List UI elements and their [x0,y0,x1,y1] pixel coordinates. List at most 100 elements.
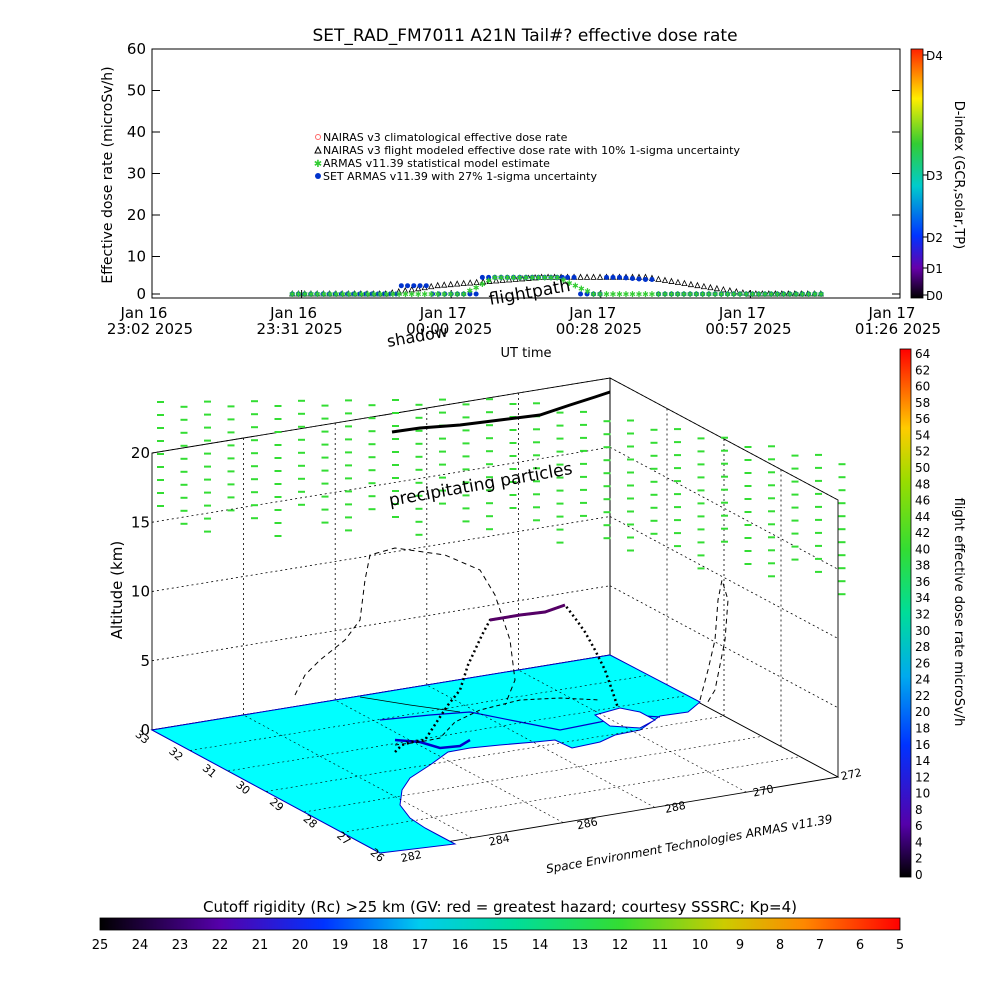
top-x-tick-label-time: 00:57 2025 [705,320,791,338]
grid-altitude-right [609,377,839,501]
stat-point: ✱ [662,290,669,299]
state-border [359,696,461,713]
stat-point: ✱ [712,290,719,299]
stat-point: ✱ [402,290,409,299]
armas-point [498,274,504,280]
stat-point: ✱ [584,287,591,296]
stat-point: ✱ [535,273,542,282]
dose-colorbar-tick-label: 54 [915,428,930,442]
dose-colorbar-tick-label: 20 [915,705,930,719]
armas-point [473,291,479,297]
altitude-ticks: 0 5 10 15 20 [131,444,150,739]
top-x-tick-label-day: Jan 17 [568,304,616,322]
rigidity-tick-label: 6 [856,938,864,953]
dose-colorbar-tick-label: 6 [915,819,923,833]
stat-point: ✱ [473,283,480,292]
armas-point [571,274,577,280]
stat-point: ✱ [364,290,371,299]
stat-point: ✱ [793,290,800,299]
stat-point: ✱ [434,290,441,299]
longitude-tick-label: 270 [752,782,775,799]
dose-colorbar-tick-label: 26 [915,656,930,670]
stat-point: ✱ [498,273,505,282]
dose-colorbar-tick-label: 10 [915,787,930,801]
top-x-axis-label: UT time [501,346,552,361]
stat-point: ✱ [523,273,530,282]
floor-grid-line [335,699,564,823]
nairas-point [713,284,721,292]
dindex-tick-label: D3 [926,169,943,183]
stat-point: ✱ [516,273,523,282]
top-x-tick-label-day: Jan 17 [868,304,916,322]
dose-colorbar-tick-label: 22 [915,689,930,703]
top-y-tick-label: 50 [127,82,146,100]
stat-point: ✱ [295,290,302,299]
top-y-tick-label: 30 [127,165,146,183]
dindex-tick-label: D4 [926,49,943,63]
rigidity-tick-label: 10 [692,938,709,953]
armas-point [762,291,768,297]
floor-grid-line [341,756,801,833]
stat-point: ✱ [548,273,555,282]
stat-point: ✱ [491,273,498,282]
dose-colorbar-label: flight effective dose rate microSv/h [951,498,966,727]
stat-point: ✱ [724,290,731,299]
armas-point [818,291,824,297]
nairas-point [694,281,701,289]
top-y-axis-label: Effective dose rate (microSv/h) [100,66,116,283]
dose-colorbar-tick-label: 36 [915,575,930,589]
top-x-tick-label-time: 00:28 2025 [556,320,642,338]
floor-grid-line [518,669,747,793]
nairas-point [441,281,448,288]
label-precipitating-particles: precipitating particles [387,459,574,511]
armas-point [812,291,818,297]
dindex-ticks: D4 D3 D2 D1 D0 [923,49,943,303]
ocean-area [150,654,701,854]
rigidity-tick-label: 7 [816,938,824,953]
armas-point [467,291,473,297]
armas-point [351,291,357,297]
legend-label: ARMAS v11.39 statistical model estimate [323,157,550,170]
stat-point: ✱ [768,290,775,299]
nairas-point [492,277,500,284]
armas-point [548,274,554,280]
dose-colorbar-tick-label: 18 [915,721,930,735]
dose-colorbar-tick-label: 24 [915,673,930,687]
armas-point [768,291,774,297]
grid-lines [151,377,839,747]
armas-point [793,291,799,297]
stat-point: ✱ [333,290,340,299]
stat-point: ✱ [699,290,706,299]
nairas-point [720,285,727,293]
armas-point [448,291,454,297]
armas-point [529,274,535,280]
armas-point [617,274,622,280]
armas-point [675,291,681,297]
stat-point: ✱ [705,290,712,299]
armas-point [655,291,661,297]
dindex-tick-label: D1 [926,262,943,276]
armas-point [357,291,363,297]
rigidity-tick-label: 5 [896,938,904,953]
dose-colorbar-tick-label: 58 [915,396,930,410]
rigidity-tick-label: 9 [736,938,744,953]
stat-point: ✱ [371,290,378,299]
legend-label: SET ARMAS v11.39 with 27% 1-sigma uncert… [323,170,597,183]
rigidity-tick-label: 11 [652,938,669,953]
rigidity-tick-label: 22 [212,938,229,953]
nairas-point [700,282,708,290]
top-x-tick-label-day: Jan 17 [718,304,766,322]
stat-point: ✱ [467,287,474,296]
dose-colorbar-tick-label: 30 [915,624,930,638]
rigidity-tick-label: 20 [292,938,309,953]
grid-altitude-left [151,377,611,454]
armas-point [423,283,429,289]
nairas-point [428,282,435,290]
legend-marker: ✱ [314,159,322,170]
stat-point: ✱ [774,290,781,299]
top-x-tick-label-day: Jan 16 [269,304,317,322]
stat-point: ✱ [737,290,744,299]
armas-point [375,291,381,297]
armas-point [687,291,693,297]
armas-point [756,291,762,297]
